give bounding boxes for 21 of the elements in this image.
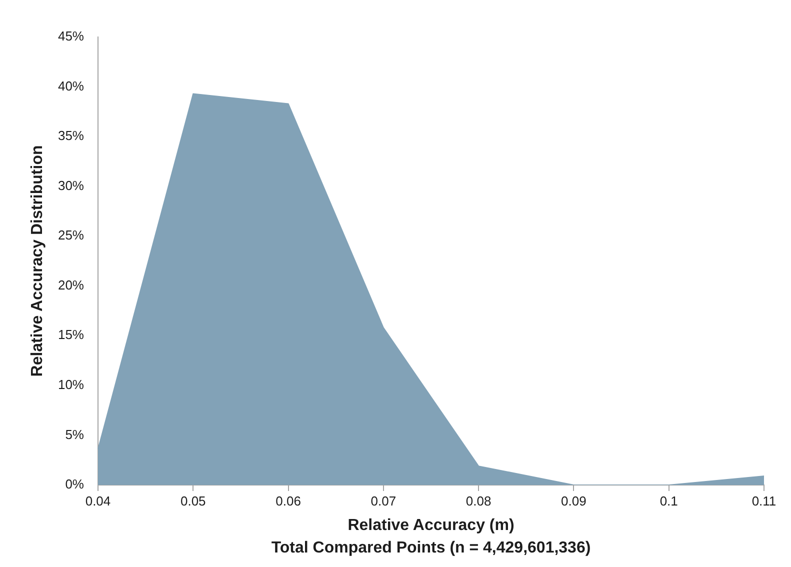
y-tick-label: 40% <box>58 78 84 94</box>
x-tick-label: 0.04 <box>85 493 111 508</box>
y-tick-label: 30% <box>58 178 84 193</box>
x-tick-label: 0.08 <box>466 493 492 508</box>
y-tick-label: 45% <box>58 28 84 44</box>
x-tick-label: 0.05 <box>180 493 206 508</box>
x-tick-label: 0.09 <box>561 493 586 508</box>
y-tick-label: 15% <box>58 327 84 342</box>
text: Total Compared Points (n = 4,429,601,336) <box>271 539 591 556</box>
x-tick-label: 0.11 <box>752 493 776 508</box>
x-tick-label: 0.07 <box>370 493 396 508</box>
y-axis-title: Relative Accuracy Distribution <box>29 145 46 377</box>
y-tick-label: 20% <box>58 277 84 292</box>
x-tick-label: 0.1 <box>660 493 678 508</box>
x-axis-title: Relative Accuracy (m) <box>348 516 514 534</box>
y-tick-label: 35% <box>58 128 84 144</box>
x-tick-label: 0.06 <box>276 493 301 508</box>
y-tick-label: 25% <box>58 228 84 243</box>
y-tick-label: 5% <box>65 426 84 442</box>
y-tick-label: 10% <box>58 377 84 392</box>
y-tick-label: 0% <box>65 476 84 492</box>
